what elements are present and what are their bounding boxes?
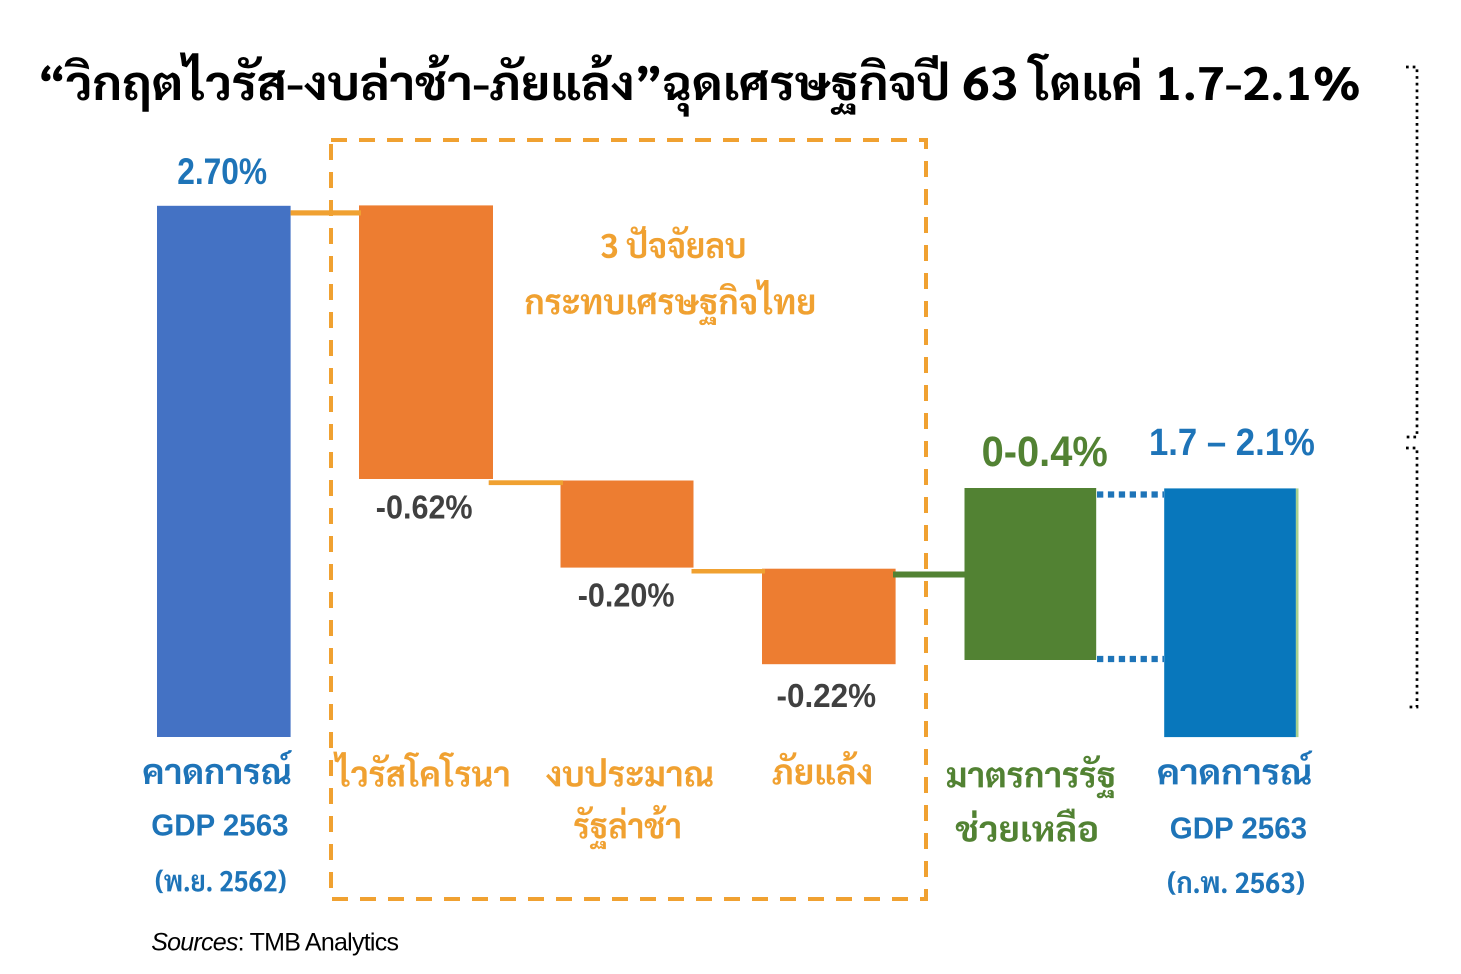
- svg-text:2.70%: 2.70%: [177, 150, 267, 192]
- svg-text:-0.20%: -0.20%: [578, 578, 675, 615]
- svg-text:-0.62%: -0.62%: [376, 489, 473, 526]
- svg-text:1.7 – 2.1%: 1.7 – 2.1%: [1149, 422, 1315, 464]
- svg-text:-0.22%: -0.22%: [777, 678, 877, 715]
- svg-text:0-0.4%: 0-0.4%: [982, 428, 1108, 476]
- svg-text:Sources: TMB Analytics: Sources: TMB Analytics: [151, 928, 398, 956]
- svg-text:GDP 2563: GDP 2563: [151, 809, 288, 843]
- svg-text:GDP 2563: GDP 2563: [1170, 812, 1307, 846]
